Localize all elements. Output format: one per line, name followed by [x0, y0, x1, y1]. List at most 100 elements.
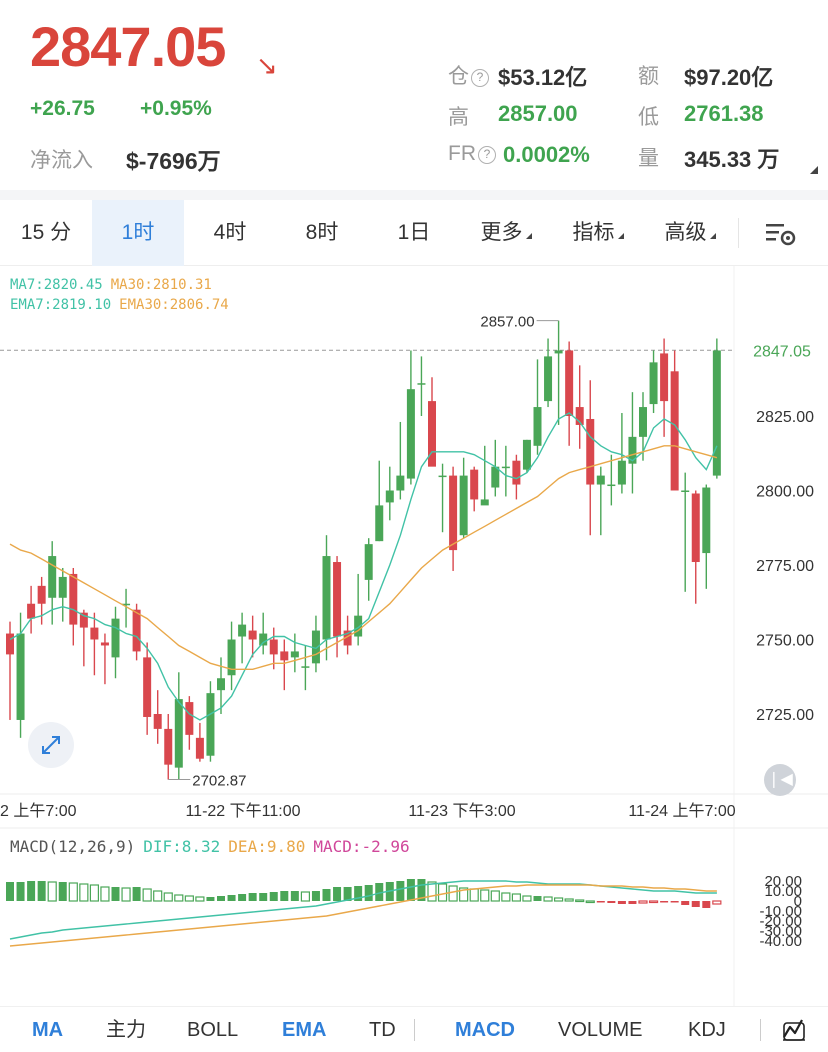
open-interest-label[interactable]: 仓? — [448, 60, 489, 90]
tab-15m[interactable]: 15 分 — [20, 221, 72, 244]
volume-label: 量 — [638, 147, 659, 170]
indicator-ma[interactable]: MA — [32, 1019, 64, 1041]
volume-value: 345.33 万 — [684, 147, 780, 172]
indicator-td[interactable]: TD — [369, 1019, 396, 1041]
tab-1d[interactable]: 1日 — [397, 221, 431, 244]
macd-bar — [607, 901, 616, 903]
candle-body — [544, 356, 553, 402]
macd-bar — [121, 887, 131, 902]
macd-bar — [427, 881, 437, 902]
info-icon[interactable]: ? — [478, 146, 496, 164]
chart-canvas[interactable]: 2825.00 2800.00 2775.00 2750.00 2725.00 2 上午7… — [0, 266, 828, 1006]
macd-name: MACD(12,26,9) — [10, 837, 136, 856]
indicator-volume[interactable]: VOLUME — [558, 1019, 643, 1041]
macd-dif: DIF:8.32 — [143, 837, 221, 856]
candle-body — [607, 484, 616, 487]
candle-body — [164, 728, 173, 765]
candle-body — [533, 407, 542, 446]
candle-body — [248, 630, 257, 640]
chart-settings-icon[interactable] — [764, 220, 798, 248]
macd-bar — [575, 899, 585, 903]
macd-bar — [564, 898, 574, 902]
macd-bar — [681, 901, 690, 905]
macd-bar — [480, 889, 490, 902]
macd-bar — [469, 888, 479, 902]
price-axis-tick: 2725.00 — [756, 707, 814, 724]
macd-bar — [322, 889, 331, 901]
macd-bar — [670, 901, 679, 903]
macd-axis-tick: -10.00 — [759, 903, 802, 920]
macd-value: MACD:-2.96 — [313, 837, 410, 856]
tab-indicators-label: 指标 — [572, 221, 615, 244]
tab-4h[interactable]: 4时 — [213, 221, 247, 244]
open-interest-value: $53.12亿 — [498, 65, 588, 90]
macd-bar — [300, 891, 310, 902]
ma30-legend: MA30:2810.31 — [110, 277, 212, 293]
macd-axis-tick: 20.00 — [764, 873, 802, 890]
macd-bar — [585, 900, 595, 904]
time-axis-label: 2 上午7:00 — [0, 802, 77, 820]
indicator-boll[interactable]: BOLL — [187, 1019, 239, 1041]
timeframe-tabs: 15 分 1时 4时 8时 1日 更多 指标 高级 — [0, 200, 828, 266]
candle-body — [438, 475, 447, 478]
info-icon[interactable]: ? — [471, 69, 489, 87]
indicator-macd[interactable]: MACD — [455, 1019, 515, 1041]
macd-bar — [311, 891, 320, 901]
macd-bar — [490, 890, 500, 902]
macd-bar — [6, 882, 14, 901]
scroll-to-latest-button[interactable]: ❘◀ — [764, 764, 796, 796]
candle-body — [670, 371, 679, 491]
macd-bar — [58, 882, 67, 901]
drawing-tool-icon[interactable] — [780, 1015, 808, 1043]
price-change: +26.75 — [30, 97, 95, 120]
macd-bar — [238, 894, 247, 901]
candle-body — [343, 630, 352, 646]
tab-8h[interactable]: 8时 — [305, 221, 339, 244]
tab-advanced[interactable]: 高级 — [644, 200, 736, 266]
macd-bar — [691, 901, 700, 907]
tab-advanced-label: 高级 — [664, 221, 707, 244]
ma30-line — [9, 445, 718, 670]
candle-body — [217, 678, 225, 691]
skip-back-icon: ❘◀ — [767, 771, 793, 788]
macd-bar — [27, 881, 36, 901]
macd-bar — [501, 892, 511, 902]
turnover-value: $97.20亿 — [684, 65, 774, 90]
candle-body — [375, 505, 384, 542]
macd-bar — [269, 892, 278, 901]
kline-chart[interactable]: 2825.00 2800.00 2775.00 2750.00 2725.00 2 上午7… — [0, 266, 828, 1006]
indicator-main-force[interactable]: 主力 — [106, 1019, 146, 1041]
funding-rate-label[interactable]: FR? — [448, 142, 496, 166]
tab-indicators[interactable]: 指标 — [552, 200, 644, 266]
candle-body — [628, 436, 637, 464]
funding-rate-value: 0.0002% — [503, 142, 590, 167]
macd-axis-tick: 0 — [794, 893, 802, 910]
price-axis-tick: 2825.00 — [756, 409, 814, 426]
ema-legend: EMA7:2819.10 EMA30:2806.74 — [10, 297, 237, 313]
indicator-ema[interactable]: EMA — [282, 1019, 327, 1041]
macd-bar — [375, 883, 384, 901]
macd-bar — [47, 881, 57, 902]
macd-dea-line — [9, 884, 717, 947]
fullscreen-button[interactable] — [28, 722, 74, 768]
macd-bar — [248, 893, 257, 901]
candle-body — [522, 439, 531, 470]
candle-body — [596, 475, 605, 485]
candle-body — [617, 460, 626, 485]
candle-body — [491, 466, 500, 488]
expand-corner-icon[interactable] — [810, 166, 818, 174]
candle-body — [37, 585, 46, 604]
price-axis-tick: 2800.00 — [756, 484, 814, 501]
tab-1h[interactable]: 1时 — [92, 200, 184, 266]
dropdown-icon — [617, 233, 624, 239]
price-axis-tick: 2775.00 — [756, 558, 814, 575]
candle-body — [354, 615, 363, 637]
net-inflow-value: $-7696万 — [126, 148, 221, 174]
macd-bar — [511, 893, 522, 902]
macd-bar — [206, 897, 215, 901]
candle-body — [69, 573, 78, 625]
tab-more[interactable]: 更多 — [460, 200, 552, 266]
candle-body — [406, 389, 415, 479]
macd-bar — [533, 896, 542, 901]
indicator-kdj[interactable]: KDJ — [688, 1019, 726, 1041]
